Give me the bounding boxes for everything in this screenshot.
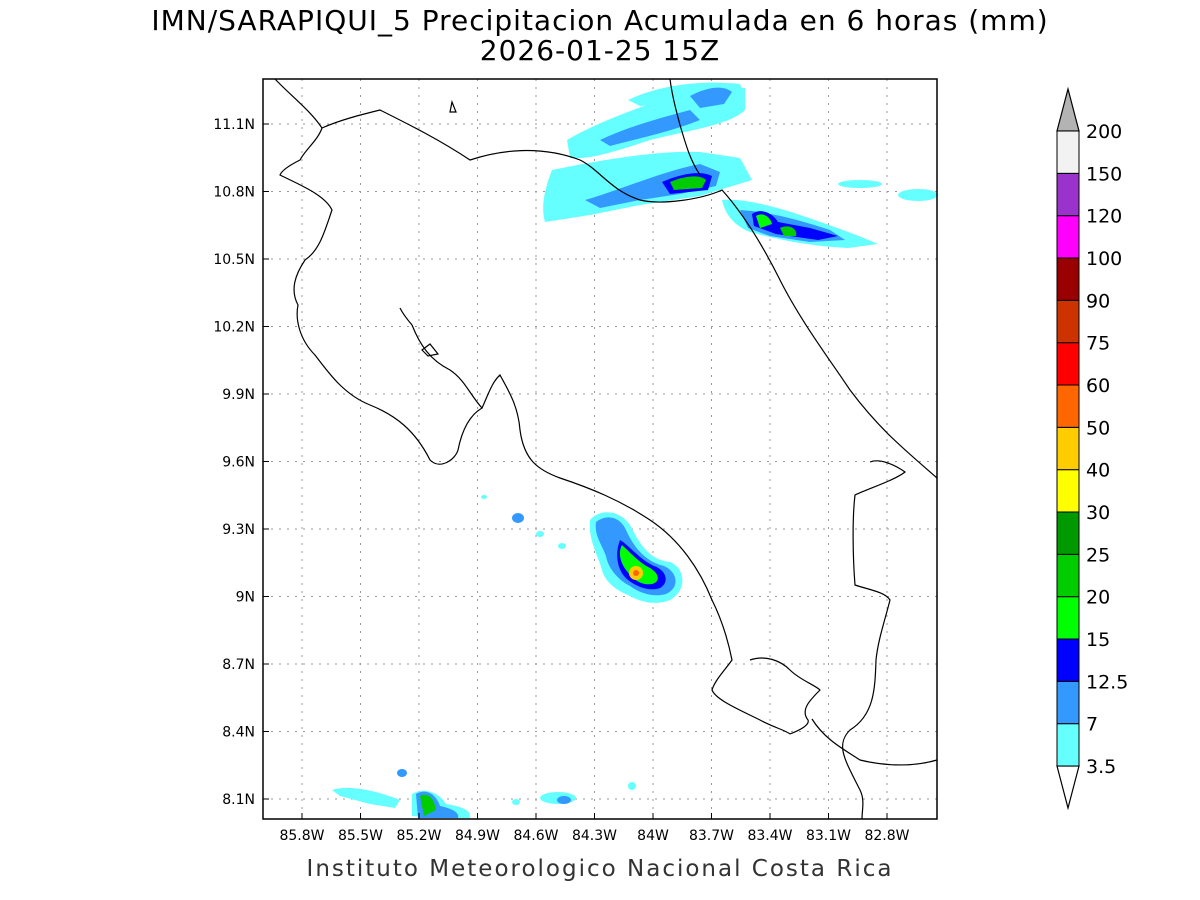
lon-tick-label: 84.3W [572, 828, 617, 844]
precip-band-north-3 [600, 110, 700, 146]
lon-tick-label: 84W [637, 828, 669, 844]
precip-core-north-green [670, 176, 706, 190]
lat-tick-label: 11.1N [213, 117, 255, 133]
colorbar-swatch [1056, 680, 1080, 725]
colorbar-swatch [1056, 384, 1080, 428]
colorbar-swatch [1056, 257, 1080, 301]
colorbar-swatch [1056, 596, 1080, 640]
map-area [262, 78, 938, 820]
longitude-axis: 85.8W 85.5W 85.2W 84.9W 84.6W 84.3W 84W 83.7W 83… [279, 813, 910, 844]
precip-core-east-green [756, 214, 772, 228]
colorbar-swatch [1056, 553, 1080, 598]
lon-tick-label: 84.9W [455, 828, 500, 844]
precip-east-small-2 [838, 180, 882, 188]
nicaragua-border [274, 78, 938, 479]
precip-central-max-inner [633, 570, 639, 576]
lat-tick-label: 9.9N [222, 387, 255, 403]
panama-border [841, 460, 907, 820]
precip-south-small-1 [397, 769, 407, 777]
precipitation-field [332, 82, 938, 818]
precip-central-green [619, 545, 658, 585]
colorbar-high-triangle [1056, 86, 1080, 132]
colorbar-swatch [1056, 511, 1080, 555]
precip-south-1 [332, 787, 400, 808]
colorbar-label: 25 [1086, 544, 1110, 566]
lon-tick-label: 85.2W [396, 828, 441, 844]
lat-tick-label: 8.1N [222, 792, 255, 808]
colorbar-label: 60 [1086, 375, 1110, 397]
colorbar-swatch [1056, 130, 1080, 174]
lon-tick-label: 85.5W [338, 828, 383, 844]
lon-tick-label: 85.8W [279, 828, 324, 844]
colorbar-swatch [1056, 342, 1080, 386]
colorbar-label: 7 [1086, 714, 1098, 736]
lon-tick-label: 84.6W [513, 828, 558, 844]
colorbar-swatch [1056, 172, 1080, 217]
precip-central-small-4 [481, 495, 487, 499]
precip-central-small-1 [512, 513, 524, 523]
lat-tick-label: 10.2N [213, 320, 255, 336]
colorbar-label: 100 [1086, 248, 1122, 270]
precip-band-north-4 [690, 87, 732, 108]
lat-tick-label: 8.7N [222, 657, 255, 673]
colorbar-label: 30 [1086, 502, 1110, 524]
colorbar-label: 120 [1086, 206, 1122, 228]
lat-tick-label: 8.4N [222, 725, 255, 741]
osa-peninsula [749, 657, 821, 735]
colorbar-low-triangle [1056, 765, 1080, 811]
colorbar-label: 75 [1086, 333, 1110, 355]
central-pacific-coast [481, 374, 791, 735]
lat-tick-label: 9.3N [222, 522, 255, 538]
precip-core-east-green-2 [780, 226, 797, 236]
colorbar-label: 3.5 [1086, 756, 1116, 778]
lat-tick-label: 10.8N [213, 185, 255, 201]
colorbar-label: 150 [1086, 163, 1122, 185]
precipitation-colorbar: 3.5 7 12.5 15 20 25 30 40 50 60 75 90 100 120 150 200 [1056, 86, 1128, 811]
colorbar-swatch [1056, 299, 1080, 344]
colorbar-label: 90 [1086, 290, 1110, 312]
colorbar-label: 15 [1086, 629, 1110, 651]
credit-text: Instituto Meteorologico Nacional Costa R… [306, 856, 894, 882]
precip-south-small-4 [628, 782, 636, 790]
precip-south-small-3 [557, 796, 571, 804]
colorbar-label: 20 [1086, 587, 1110, 609]
lon-tick-label: 83.7W [689, 828, 734, 844]
colorbar-swatch [1056, 426, 1080, 471]
colorbar-label: 200 [1086, 121, 1122, 143]
precip-central-small-2 [536, 531, 544, 537]
north-coast [669, 78, 701, 176]
lon-tick-label: 83.1W [806, 828, 851, 844]
lon-tick-label: 83.4W [747, 828, 792, 844]
precip-core-east [752, 211, 838, 240]
colorbar-swatch [1056, 638, 1080, 682]
lat-tick-label: 10.5N [213, 252, 255, 268]
map-title: IMN/SARAPIQUI_5 Precipitacion Acumulada … [151, 4, 1049, 37]
coastlines [274, 78, 938, 820]
colorbar-swatch [1056, 723, 1080, 767]
caribbean-coast-2 [811, 718, 938, 766]
colorbar-swatch [1056, 469, 1080, 513]
map-subtitle-datetime: 2026-01-25 15Z [479, 34, 721, 67]
precip-central-small-3 [558, 543, 566, 549]
precip-south-green [420, 794, 436, 816]
colorbar-label: 40 [1086, 460, 1110, 482]
west-coast [279, 127, 483, 465]
nicoya-island [421, 343, 440, 357]
latitude-axis: 11.1N 10.8N 10.5N 10.2N 9.9N 9.6N 9.3N 9N 8.7N 8.… [213, 117, 269, 808]
precip-south-small-5 [512, 799, 520, 805]
colorbar-label: 50 [1086, 417, 1110, 439]
lon-tick-label: 82.8W [864, 828, 909, 844]
colorbar-label: 12.5 [1086, 671, 1128, 693]
map-frame [262, 78, 938, 820]
precip-east-small-1 [898, 189, 938, 201]
lat-tick-label: 9.6N [222, 455, 255, 471]
north-lake-outline [449, 99, 457, 113]
colorbar-swatch [1056, 215, 1080, 259]
lat-tick-label: 9N [236, 590, 255, 606]
